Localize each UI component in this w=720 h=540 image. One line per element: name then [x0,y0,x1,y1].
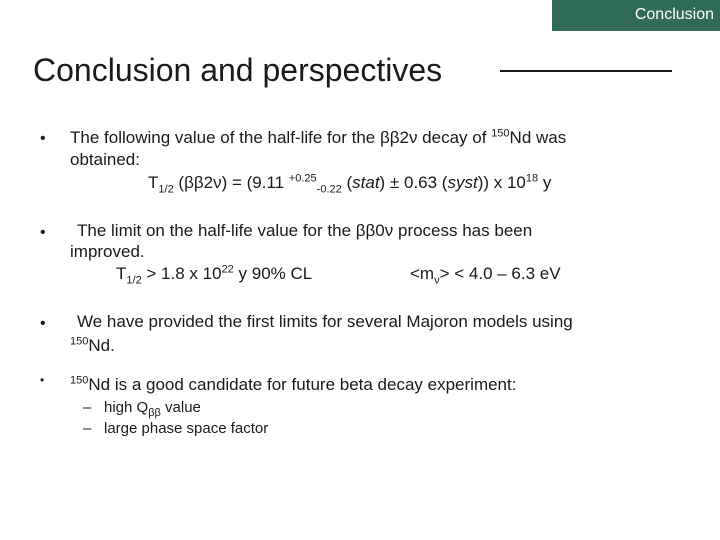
bullet-1-line-2: obtained: [70,150,140,169]
page-title: Conclusion and perspectives [33,52,443,88]
bullet-2-line-1: The limit on the half-life value for the… [77,221,533,240]
bullet-2-mass-limit: <mν> < 4.0 – 6.3 eV [410,264,561,287]
section-tab: Conclusion [552,0,720,29]
bullet-marker: • [40,130,46,147]
bullet-1-line-1: The following value of the half-life for… [70,127,567,147]
bullet-marker: • [40,224,46,241]
bullet-2-formula: T1/2 > 1.8 x 1022 y 90% CL [116,263,313,287]
title-rule [500,70,672,72]
bullet-marker: • [40,373,45,387]
bullet-1-formula: T1/2 (ββ2ν) = (9.11 +0.25-0.22 (stat) ± … [148,172,552,196]
bullet-4-line-1: 150Nd is a good candidate for future bet… [70,374,517,394]
bullet-3-line-1: We have provided the first limits for se… [77,312,573,331]
sub-bullet-dash: – [83,399,92,416]
bullet-2-line-2: improved. [70,242,145,261]
sub-bullet-1: high Qββ value [104,399,201,419]
section-tab-underline [552,29,720,31]
sub-bullet-2: large phase space factor [104,420,269,437]
sub-bullet-dash: – [83,420,92,437]
bullet-3-line-2: 150Nd. [70,335,115,355]
bullet-marker: • [40,315,46,332]
